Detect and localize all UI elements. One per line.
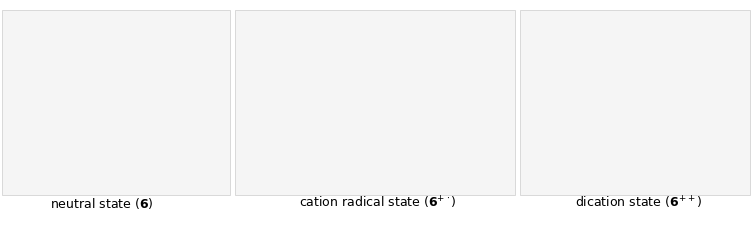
Bar bbox=[520, 10, 750, 195]
Bar bbox=[235, 10, 515, 195]
Text: cation radical state ($\mathbf{6}^{+\cdot}$): cation radical state ($\mathbf{6}^{+\cdo… bbox=[299, 195, 457, 211]
Bar bbox=[2, 10, 230, 195]
Text: dication state ($\mathbf{6}^{++}$): dication state ($\mathbf{6}^{++}$) bbox=[575, 195, 702, 211]
Text: neutral state ($\mathbf{6}$): neutral state ($\mathbf{6}$) bbox=[50, 196, 154, 211]
